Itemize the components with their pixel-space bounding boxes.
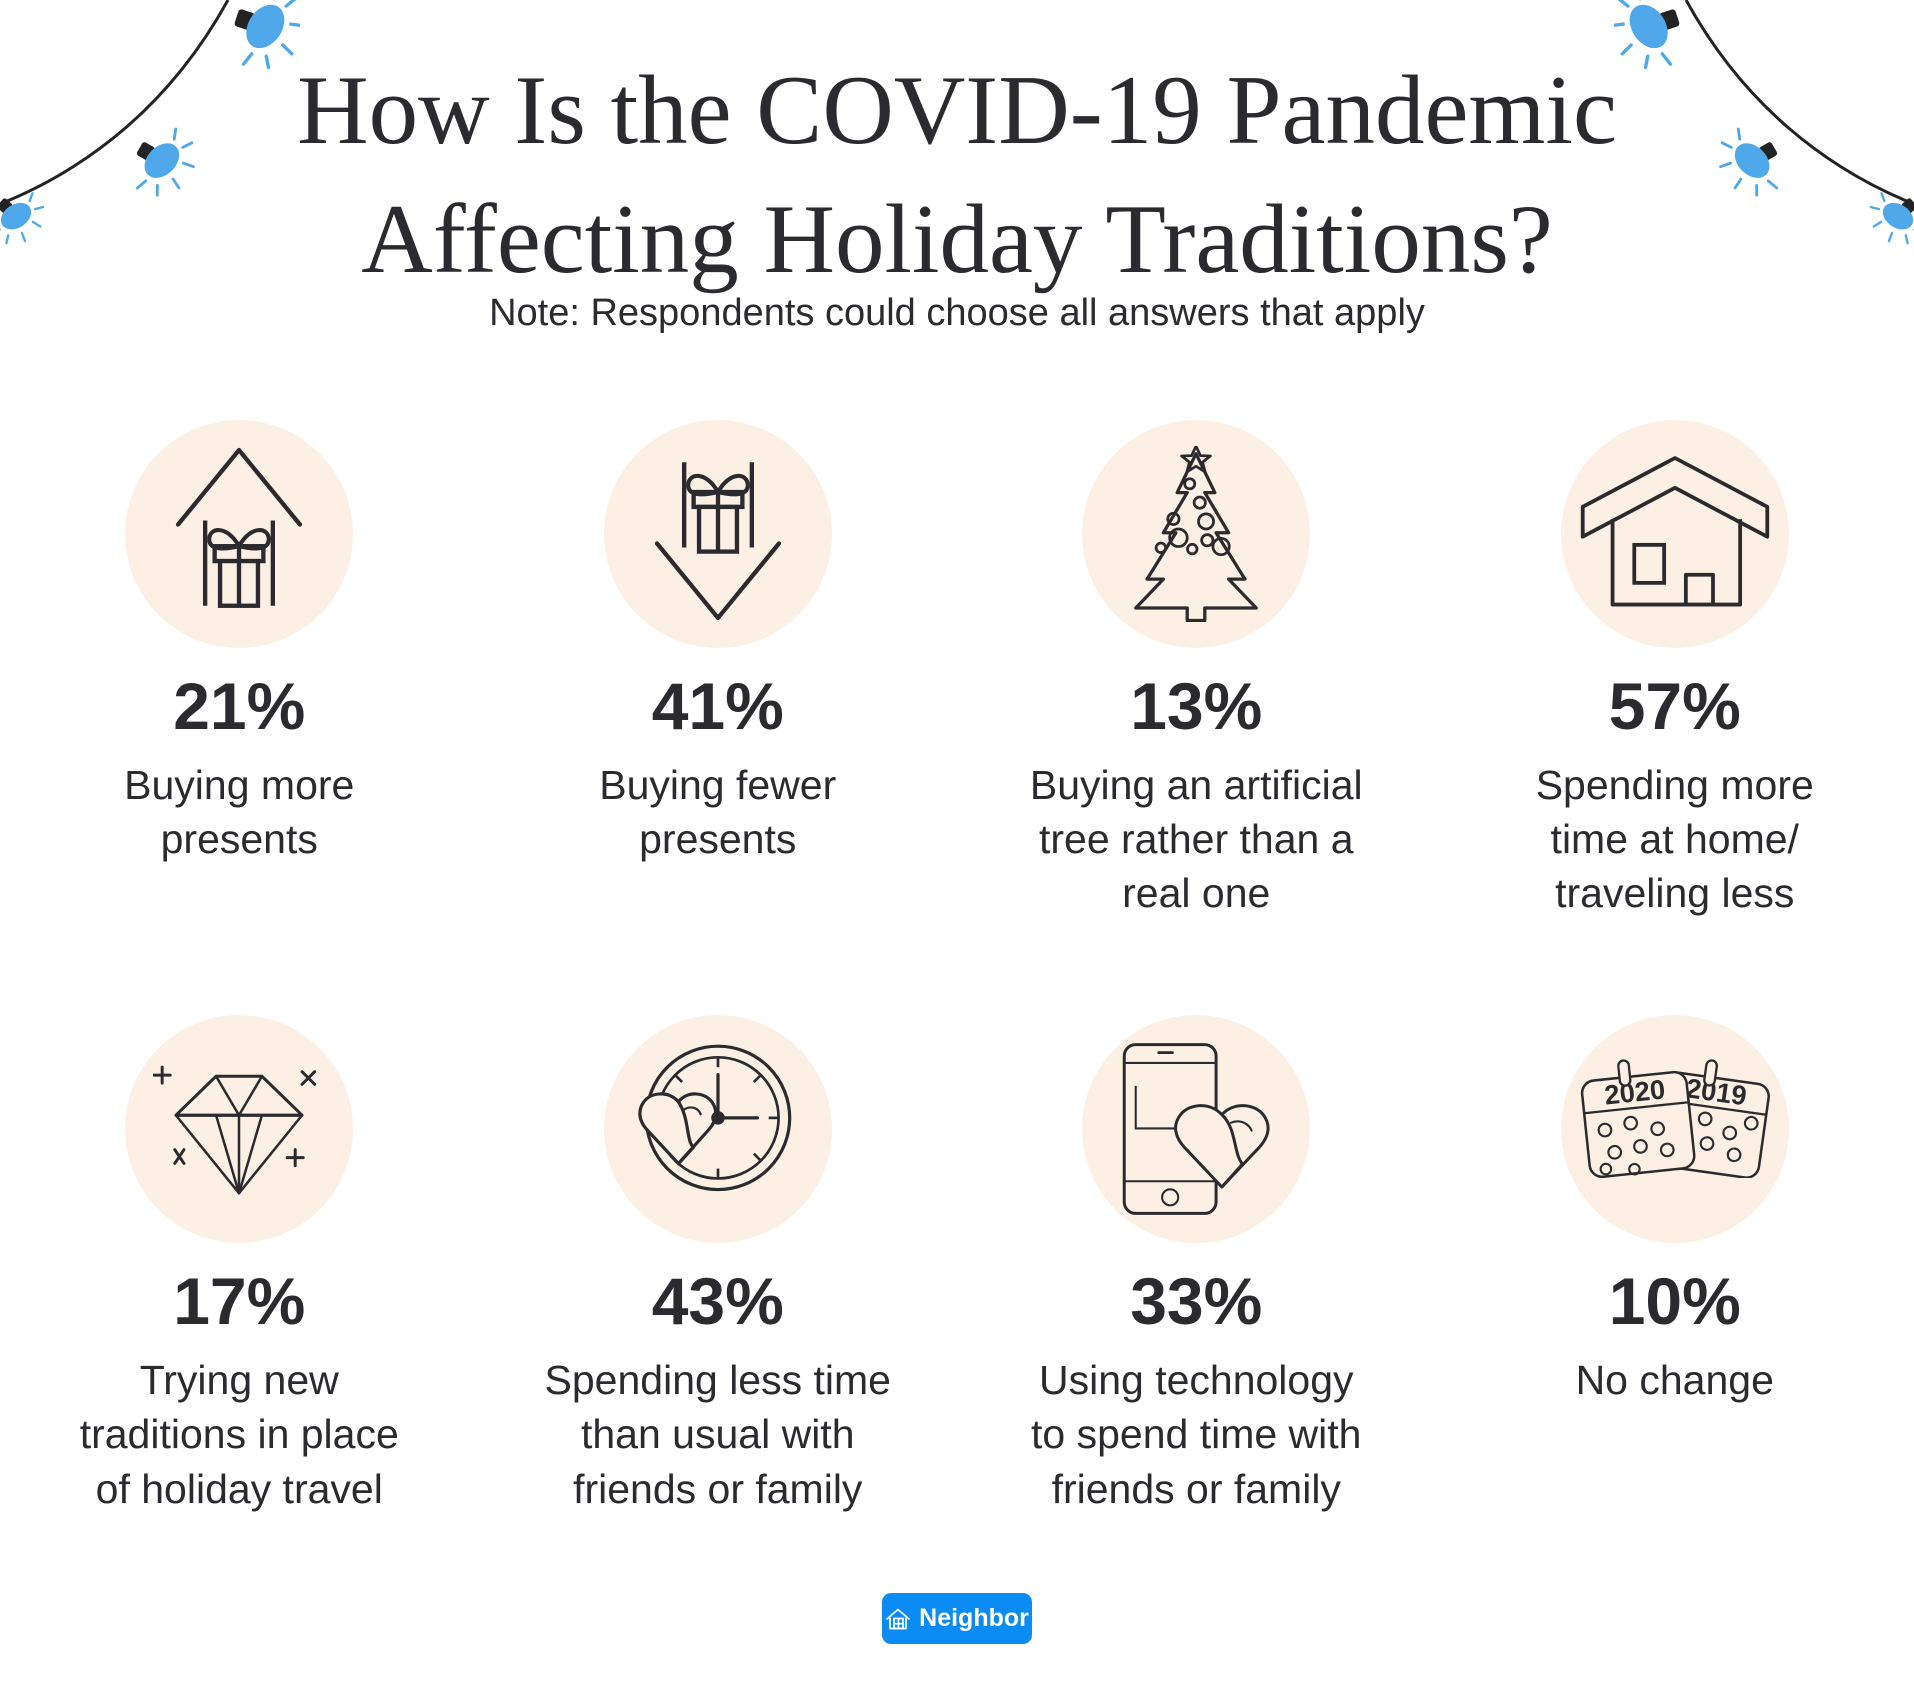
svg-text:2020: 2020 bbox=[1603, 1073, 1667, 1110]
